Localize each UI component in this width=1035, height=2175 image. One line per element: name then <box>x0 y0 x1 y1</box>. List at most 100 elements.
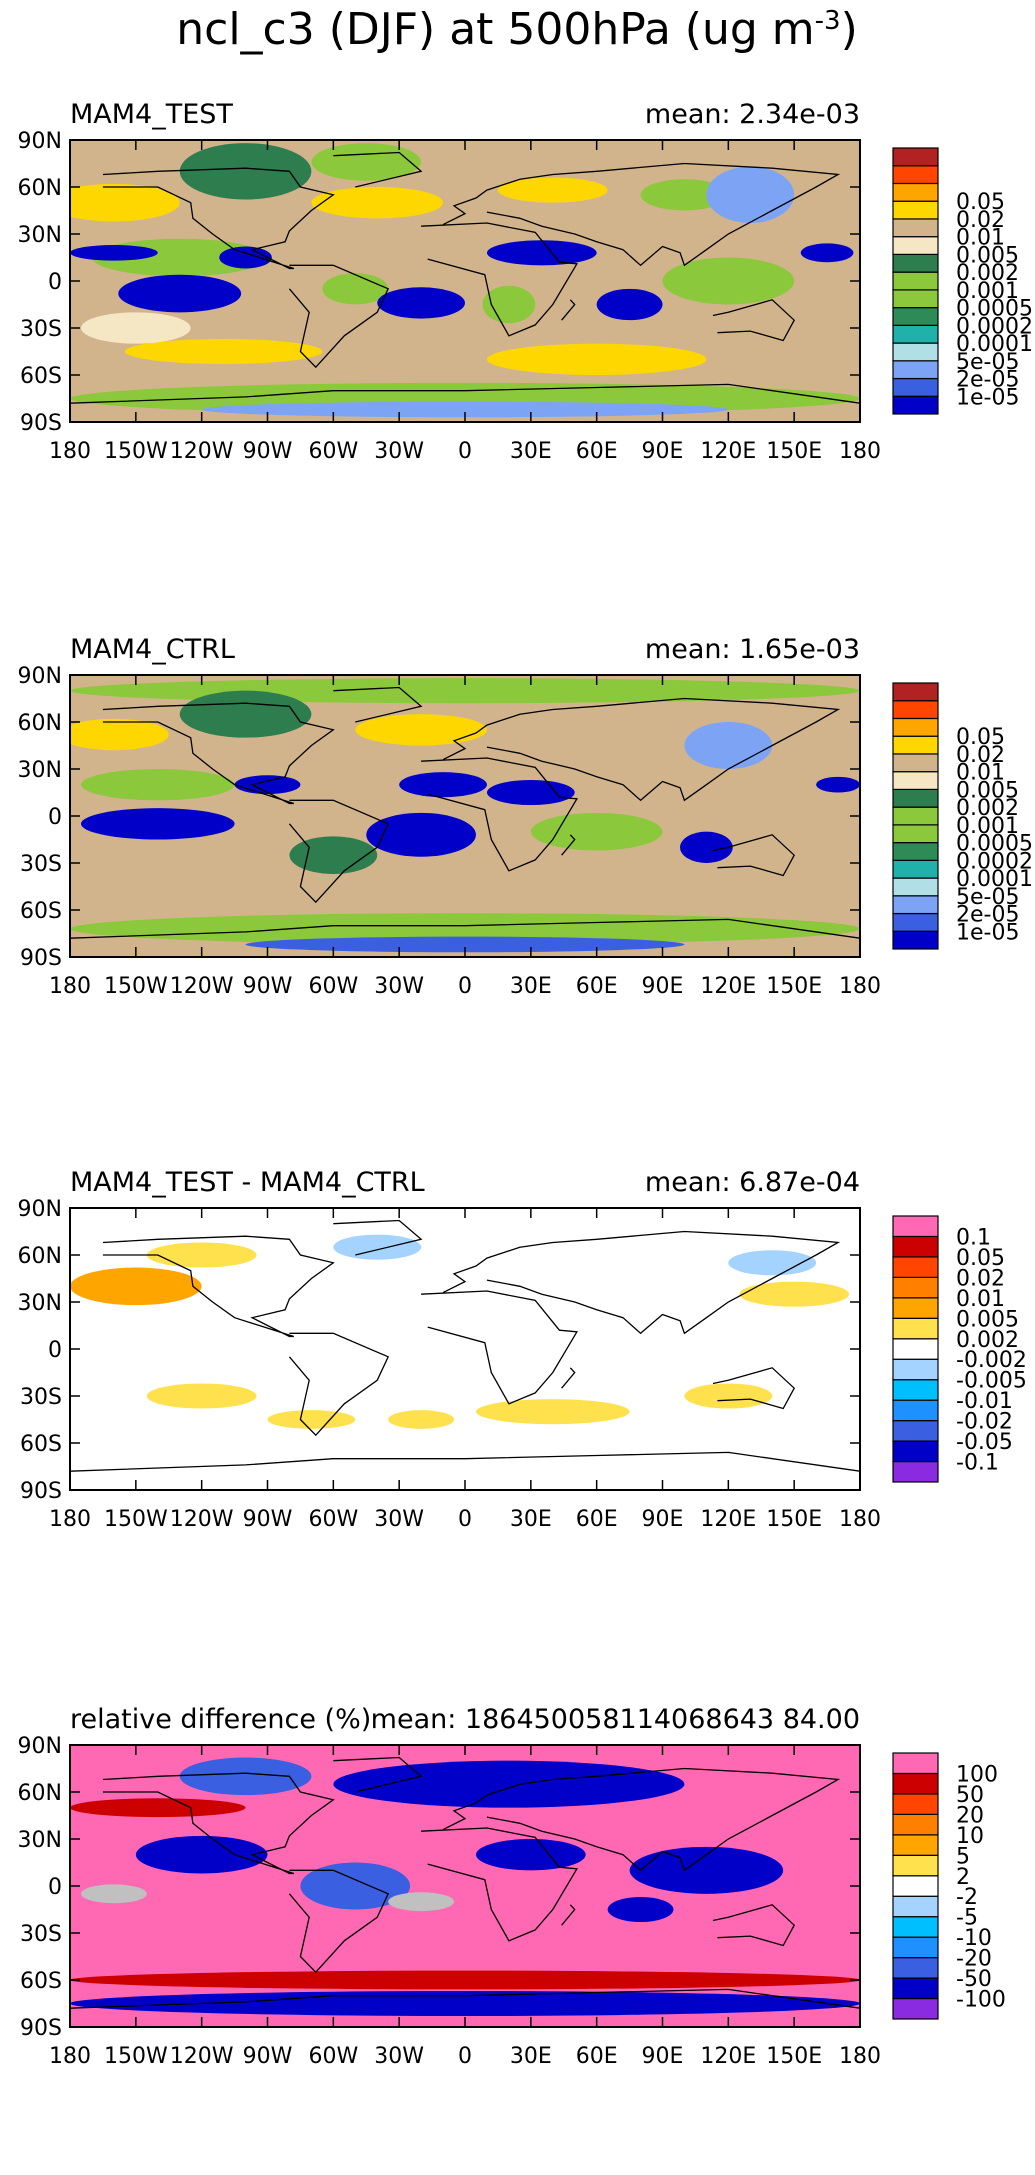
field-patch <box>486 343 707 376</box>
colorbar-swatch <box>892 1460 939 1483</box>
field-patch <box>475 1399 630 1425</box>
colorbar-swatch <box>892 895 939 915</box>
field-patch <box>322 273 389 305</box>
x-tick-label: 180 <box>49 2044 91 2069</box>
coastline <box>288 264 390 369</box>
field-patch <box>80 769 235 801</box>
colorbar-swatch <box>892 1957 939 1979</box>
colorbar-label: 0.002 <box>956 796 1019 821</box>
y-tick-label: 90S <box>20 2016 62 2041</box>
coastline <box>102 167 335 270</box>
field-patch <box>179 1757 312 1796</box>
y-tick-label: 30N <box>18 223 62 248</box>
panel-title: MAM4_TEST - MAM4_CTRL <box>70 1167 425 1198</box>
field-patch <box>475 1839 586 1871</box>
colorbar-label: -0.05 <box>956 1430 1013 1455</box>
map-field <box>70 1745 860 2027</box>
x-tick-label: 150W <box>104 1507 168 1532</box>
colorbar-swatch <box>892 342 939 362</box>
x-tick-label: 120W <box>170 1507 234 1532</box>
x-tick-label: 90E <box>642 439 684 464</box>
coastline <box>561 834 576 856</box>
colorbar-swatch <box>892 1256 939 1278</box>
colorbar-swatch <box>892 1215 939 1238</box>
colorbar-swatch <box>892 1977 939 2000</box>
colorbar-swatch <box>892 253 939 273</box>
colorbar: 0.10.050.020.010.0050.002-0.002-0.005-0.… <box>892 1215 1027 1483</box>
colorbar-label: 0.002 <box>956 261 1019 286</box>
panel-1: MAM4_TEST mean: 2.34e-03 180 150W 120W 90W 60W… <box>18 99 1033 464</box>
y-tick-label: 30S <box>20 1922 62 1947</box>
coastline <box>442 697 841 802</box>
colorbar-swatch <box>892 1813 939 1836</box>
colorbar-label: 0.05 <box>956 1246 1005 1271</box>
colorbar-swatch <box>892 147 939 167</box>
x-tick-label: 60E <box>576 974 618 999</box>
colorbar-label: 2e-05 <box>956 368 1019 393</box>
colorbar-swatch <box>892 236 939 256</box>
x-tick-label: 30E <box>510 974 552 999</box>
colorbar-swatch <box>892 859 939 879</box>
coastline <box>561 1367 576 1389</box>
x-tick-label: 0 <box>458 439 472 464</box>
coastline <box>712 1904 796 1947</box>
colorbar-swatch <box>892 1752 939 1775</box>
field-patch <box>219 246 272 269</box>
x-tick-label: 150E <box>766 974 822 999</box>
field-patch <box>80 808 235 840</box>
colorbar-swatch <box>892 1317 939 1340</box>
coastline <box>712 834 796 877</box>
x-tick-label: 120E <box>700 2044 756 2069</box>
x-tick-label: 60E <box>576 439 618 464</box>
panel-mean: mean: 2.34e-03 <box>645 99 860 130</box>
field-patch <box>684 1383 773 1409</box>
colorbar-swatch <box>892 841 939 861</box>
y-tick-label: 90N <box>18 1197 62 1222</box>
map-field <box>70 675 860 957</box>
colorbar-label: 0.05 <box>956 190 1005 215</box>
colorbar-label: 5e-05 <box>956 350 1019 375</box>
x-tick-label: 90E <box>642 2044 684 2069</box>
panel-mean: mean: 186450058114068643 84.00 <box>371 1704 860 1735</box>
colorbar-label: -0.1 <box>956 1451 999 1476</box>
field-patch <box>355 714 487 746</box>
x-tick-label: 90E <box>642 974 684 999</box>
colorbar-label: 0.05 <box>956 725 1005 750</box>
colorbar-label: 1e-05 <box>956 920 1019 945</box>
field-patch <box>607 1896 674 1923</box>
x-tick-label: 60W <box>308 1507 358 1532</box>
colorbar-label: 0.01 <box>956 226 1005 251</box>
colorbar-swatch <box>892 1875 939 1897</box>
field-patch <box>706 166 795 224</box>
x-tick-label: 0 <box>458 1507 472 1532</box>
colorbar-swatch <box>892 1235 939 1258</box>
colorbar-label: 0.1 <box>956 1225 991 1250</box>
y-tick-label: 60S <box>20 364 62 389</box>
colorbar-swatch <box>892 1440 939 1463</box>
x-tick-label: 150W <box>104 2044 168 2069</box>
field-patch <box>482 285 536 324</box>
field-patch <box>311 187 444 219</box>
coastline <box>70 918 860 939</box>
field-patch <box>497 177 608 203</box>
coastline <box>288 1332 390 1437</box>
colorbar-swatch <box>892 1276 939 1299</box>
coastline <box>712 299 796 342</box>
field-patch <box>179 143 312 200</box>
x-tick-label: 30W <box>374 2044 424 2069</box>
field-patch <box>680 831 733 863</box>
x-tick-label: 30W <box>374 1507 424 1532</box>
colorbar-swatch <box>892 1793 939 1815</box>
colorbar-label: 0.01 <box>956 1287 1005 1312</box>
x-tick-label: 30W <box>374 974 424 999</box>
coastline <box>421 222 578 337</box>
colorbar-swatch <box>892 165 939 185</box>
x-tick-label: 180 <box>49 1507 91 1532</box>
panel-title: relative difference (%) <box>70 1704 371 1735</box>
panel-mean: mean: 6.87e-04 <box>645 1167 860 1198</box>
coastline <box>288 1869 390 1974</box>
coastline <box>102 1235 335 1338</box>
y-tick-label: 30N <box>18 758 62 783</box>
